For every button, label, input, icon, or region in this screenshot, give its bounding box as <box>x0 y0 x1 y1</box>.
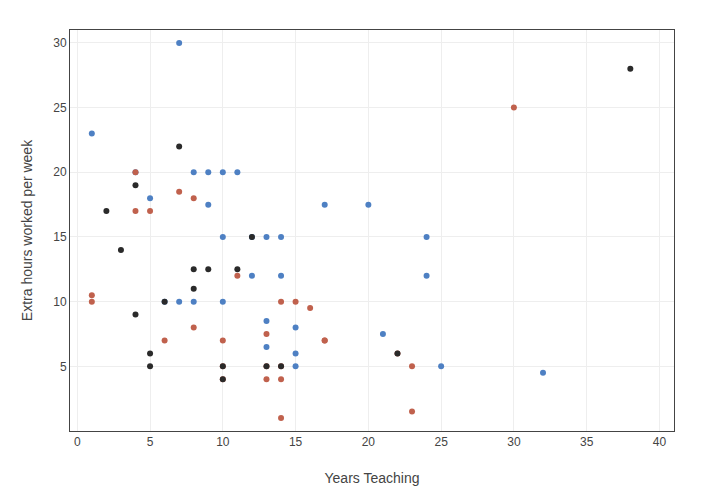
svg-text:Years Teaching: Years Teaching <box>325 470 420 486</box>
svg-text:25: 25 <box>434 435 448 449</box>
svg-text:25: 25 <box>53 101 67 115</box>
svg-text:35: 35 <box>580 435 594 449</box>
svg-text:5: 5 <box>147 435 154 449</box>
svg-text:5: 5 <box>60 360 67 374</box>
svg-text:0: 0 <box>74 435 81 449</box>
svg-text:30: 30 <box>507 435 521 449</box>
svg-text:20: 20 <box>362 435 376 449</box>
svg-text:Extra hours worked per week: Extra hours worked per week <box>19 139 35 321</box>
svg-text:10: 10 <box>53 295 67 309</box>
svg-text:10: 10 <box>216 435 230 449</box>
svg-text:15: 15 <box>289 435 303 449</box>
svg-text:40: 40 <box>653 435 667 449</box>
svg-text:20: 20 <box>53 165 67 179</box>
svg-text:30: 30 <box>53 36 67 50</box>
svg-text:15: 15 <box>53 230 67 244</box>
